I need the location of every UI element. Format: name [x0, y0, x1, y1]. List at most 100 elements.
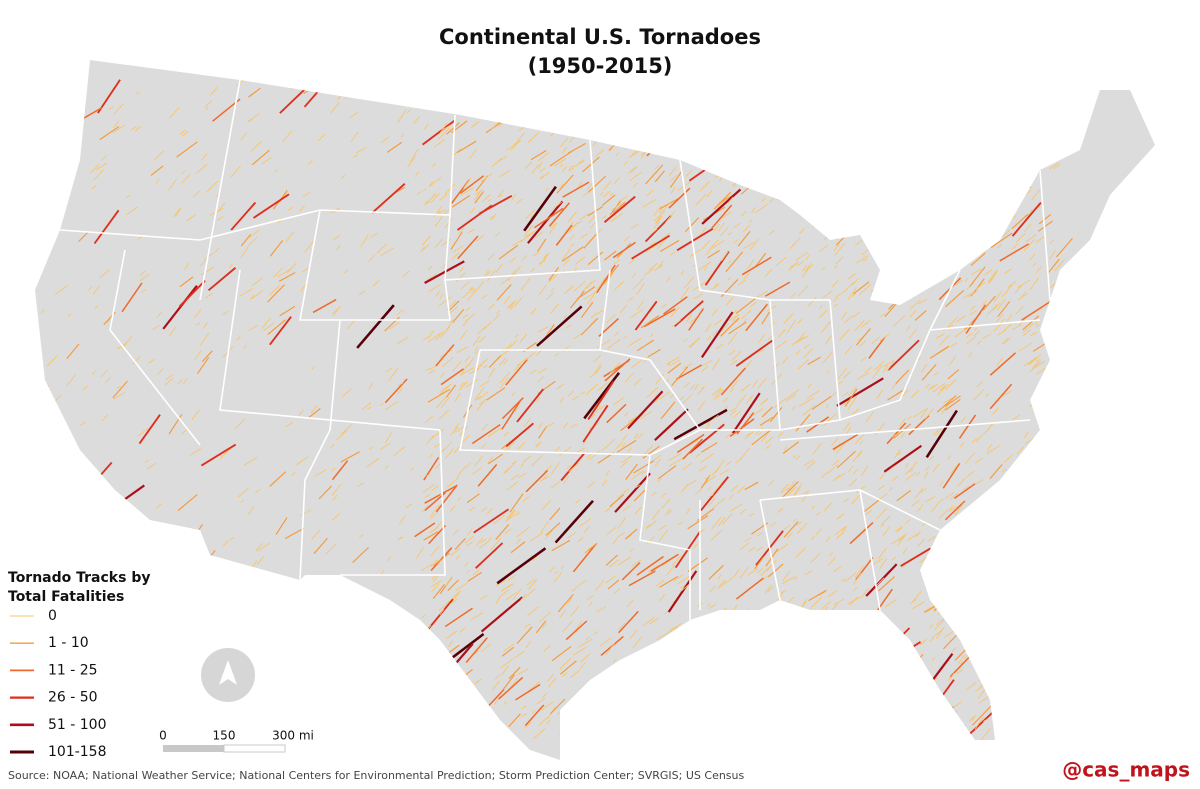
- track: [573, 646, 587, 656]
- track: [740, 383, 751, 392]
- track: [568, 221, 579, 234]
- track: [426, 635, 433, 641]
- track: [255, 489, 261, 493]
- track: [559, 164, 564, 168]
- track: [540, 520, 549, 533]
- track: [728, 633, 737, 642]
- track: [737, 485, 746, 494]
- track: [803, 459, 814, 467]
- track: [122, 335, 133, 349]
- track: [654, 122, 659, 127]
- track: [851, 221, 859, 232]
- track: [653, 221, 661, 229]
- track: [440, 442, 452, 454]
- track: [200, 443, 237, 467]
- track: [78, 231, 89, 243]
- track: [372, 280, 380, 287]
- track: [882, 640, 888, 645]
- track: [859, 440, 864, 445]
- track: [749, 513, 754, 517]
- track: [575, 256, 586, 265]
- track: [955, 198, 966, 212]
- track: [183, 377, 188, 385]
- track: [182, 170, 186, 175]
- track: [1051, 534, 1067, 552]
- track: [261, 156, 272, 165]
- track: [511, 194, 516, 201]
- track: [649, 241, 656, 247]
- track: [677, 521, 683, 526]
- track: [613, 397, 625, 405]
- track: [500, 658, 514, 669]
- track: [1028, 545, 1042, 561]
- track: [146, 462, 157, 470]
- track: [925, 496, 936, 503]
- track: [721, 689, 725, 694]
- track: [769, 407, 783, 423]
- track: [880, 188, 888, 197]
- track: [844, 388, 858, 407]
- track: [560, 660, 577, 675]
- track: [430, 192, 441, 203]
- track: [456, 346, 469, 354]
- track: [430, 504, 440, 517]
- track: [1049, 239, 1055, 244]
- track: [653, 729, 670, 740]
- track: [1049, 250, 1056, 260]
- track: [1018, 342, 1032, 352]
- track: [455, 272, 466, 282]
- track: [314, 469, 327, 477]
- track: [1043, 386, 1049, 392]
- track: [384, 378, 408, 404]
- track: [616, 439, 637, 453]
- track: [898, 149, 908, 156]
- track: [240, 233, 252, 247]
- track: [752, 408, 764, 416]
- track: [701, 188, 742, 225]
- track: [836, 377, 884, 407]
- track: [633, 432, 639, 439]
- track: [612, 537, 618, 545]
- track: [827, 665, 840, 673]
- track: [960, 133, 972, 145]
- track: [380, 247, 395, 257]
- track: [928, 212, 932, 216]
- track: [819, 650, 824, 656]
- track: [553, 446, 561, 453]
- track: [157, 368, 164, 376]
- track: [448, 685, 458, 694]
- track: [990, 232, 1013, 249]
- track: [811, 535, 815, 541]
- track: [399, 536, 404, 540]
- track: [494, 734, 501, 740]
- track: [881, 211, 891, 218]
- track: [126, 206, 138, 216]
- track: [597, 381, 609, 392]
- track: [661, 492, 666, 498]
- track: [587, 175, 607, 194]
- track: [520, 712, 527, 718]
- track: [1029, 253, 1036, 262]
- track: [462, 683, 472, 694]
- track: [905, 462, 909, 468]
- track: [449, 319, 454, 323]
- track: [833, 303, 838, 308]
- track: [843, 370, 852, 379]
- track: [485, 269, 490, 275]
- track: [430, 545, 440, 557]
- track: [910, 715, 928, 729]
- track: [949, 233, 954, 238]
- track: [778, 171, 783, 175]
- track: [451, 252, 460, 260]
- track: [502, 674, 516, 691]
- track: [132, 356, 141, 365]
- track: [721, 119, 742, 137]
- track: [487, 537, 492, 541]
- track: [843, 641, 851, 650]
- track: [507, 441, 516, 448]
- track: [438, 599, 451, 612]
- track: [793, 482, 803, 496]
- track: [1032, 722, 1044, 734]
- track: [811, 217, 824, 228]
- track: [685, 508, 691, 515]
